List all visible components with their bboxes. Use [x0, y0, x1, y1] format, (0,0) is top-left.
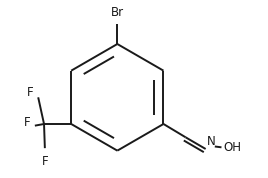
Text: F: F: [42, 155, 48, 168]
Text: F: F: [27, 86, 33, 99]
Text: Br: Br: [111, 6, 124, 19]
Text: F: F: [24, 116, 31, 129]
Text: N: N: [206, 135, 215, 148]
Text: OH: OH: [223, 141, 241, 154]
